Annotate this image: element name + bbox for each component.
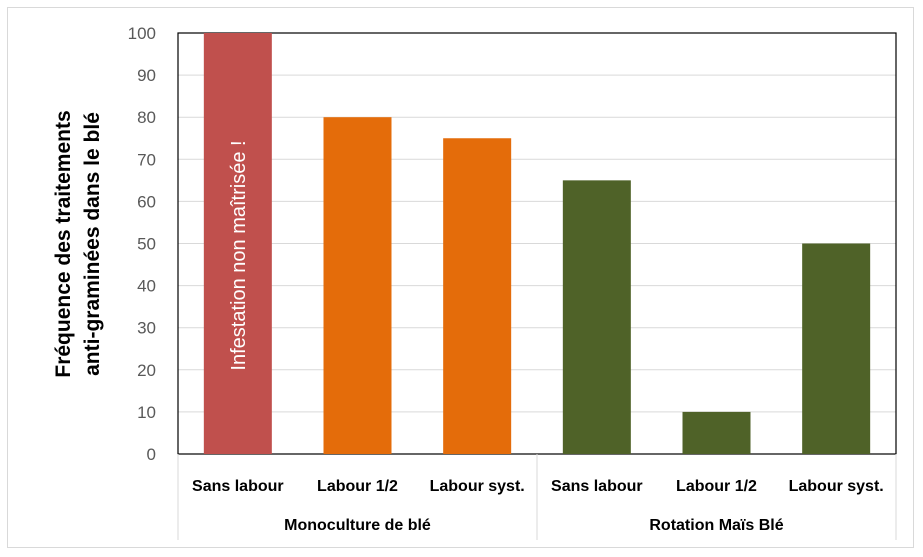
x-tick-label-2: Labour 1/2 bbox=[317, 478, 398, 495]
y-axis-label-line-2: anti-graminées dans le blé bbox=[81, 112, 104, 376]
bar-6 bbox=[802, 243, 871, 454]
y-axis-label: Fréquence des traitements anti-graminées… bbox=[52, 110, 104, 377]
bar-3 bbox=[443, 138, 512, 454]
bar-1 bbox=[203, 33, 272, 454]
x-tick-label-4: Sans labour bbox=[551, 478, 643, 495]
bars bbox=[203, 33, 871, 454]
y-tick-label-90: 90 bbox=[137, 66, 156, 85]
y-tick-label-60: 60 bbox=[137, 192, 156, 211]
bar-5 bbox=[682, 411, 751, 454]
x-tick-label-5: Labour 1/2 bbox=[676, 478, 757, 495]
bar-4 bbox=[562, 180, 631, 454]
x-tick-label-1: Sans labour bbox=[192, 478, 284, 495]
group-label-1: Monoculture de blé bbox=[284, 517, 431, 534]
y-tick-label-0: 0 bbox=[147, 445, 156, 464]
y-axis-ticks: 0 10 20 30 40 50 60 70 80 90 100 bbox=[128, 24, 156, 464]
y-tick-label-40: 40 bbox=[137, 277, 156, 296]
y-tick-label-80: 80 bbox=[137, 108, 156, 127]
y-tick-label-70: 70 bbox=[137, 150, 156, 169]
y-axis-label-line-1: Fréquence des traitements bbox=[52, 110, 75, 377]
group-label-2: Rotation Maïs Blé bbox=[649, 517, 783, 534]
annotation-1: Infestation non maîtrisée ! bbox=[228, 140, 250, 370]
x-tick-label-3: Labour syst. bbox=[430, 478, 525, 495]
x-axis: Sans labour Labour 1/2 Labour syst. Sans la… bbox=[177, 454, 897, 540]
y-tick-label-50: 50 bbox=[137, 235, 156, 254]
x-tick-label-6: Labour syst. bbox=[789, 478, 884, 495]
y-tick-label-30: 30 bbox=[137, 319, 156, 338]
y-tick-label-20: 20 bbox=[137, 361, 156, 380]
bar-2 bbox=[323, 117, 392, 454]
y-tick-label-10: 10 bbox=[137, 403, 156, 422]
y-tick-label-100: 100 bbox=[128, 24, 156, 43]
bar-annotations: Infestation non maîtrisée ! bbox=[228, 140, 250, 370]
gridlines bbox=[177, 32, 897, 455]
